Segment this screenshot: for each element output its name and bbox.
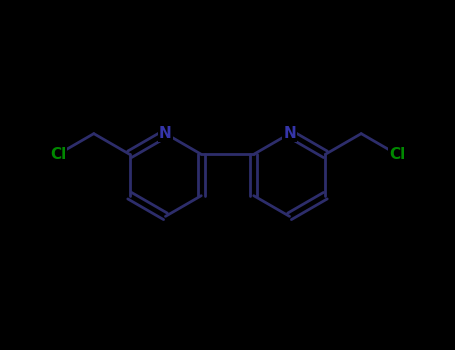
Text: Cl: Cl — [50, 147, 66, 162]
Text: N: N — [283, 126, 296, 141]
Text: N: N — [159, 126, 172, 141]
Text: Cl: Cl — [389, 147, 405, 162]
